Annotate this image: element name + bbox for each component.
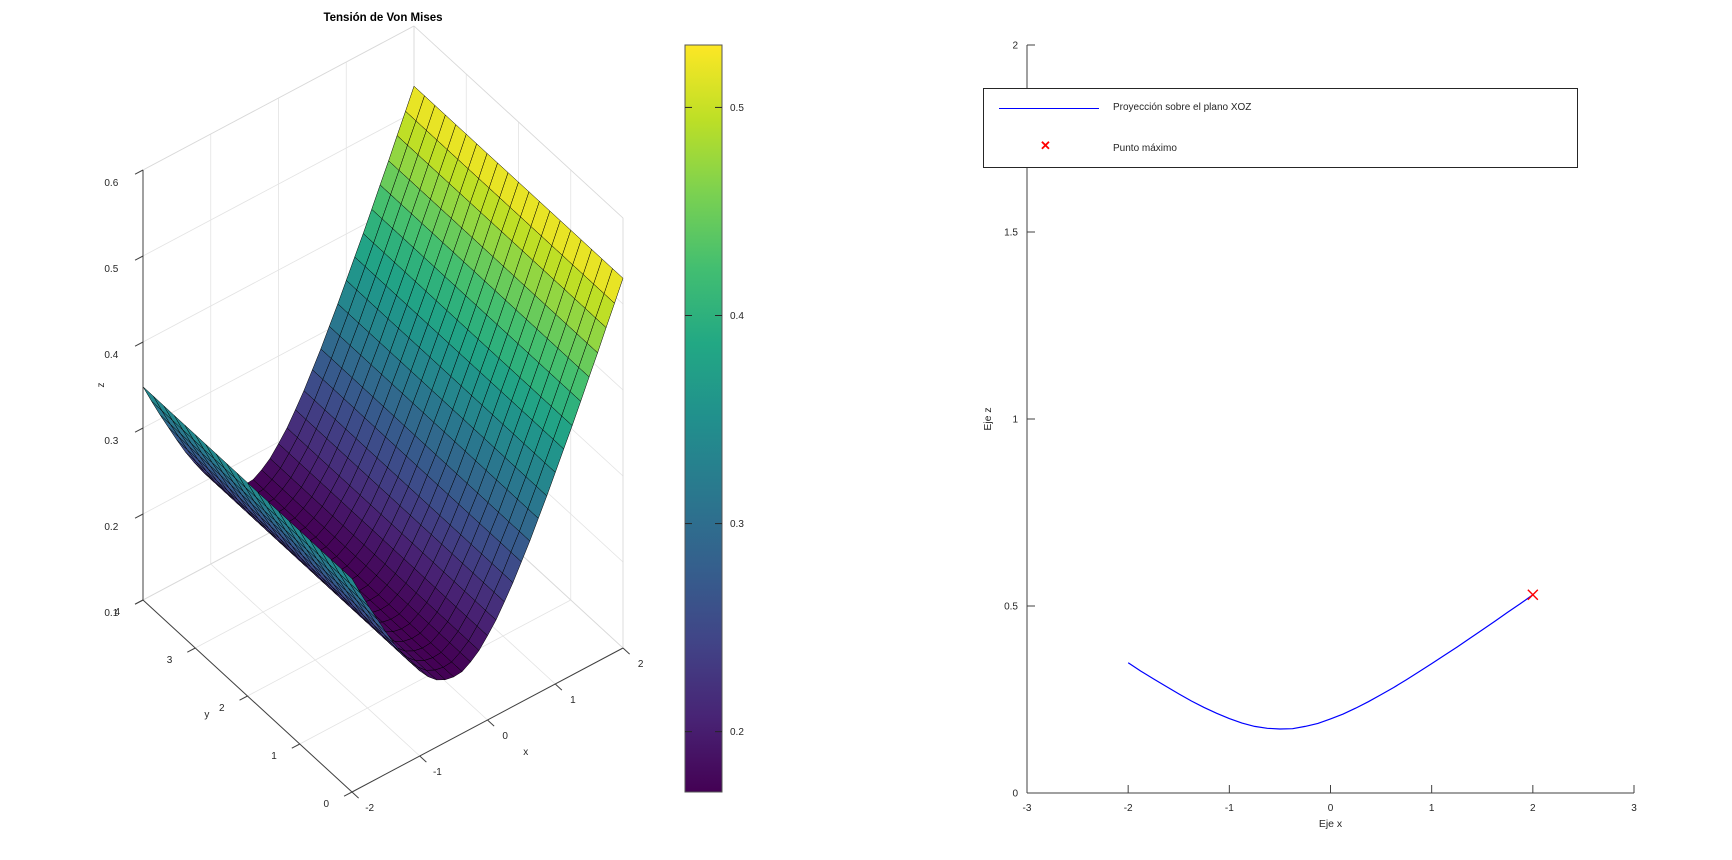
x-axis-label-2d: Eje x [1319, 818, 1343, 830]
svg-text:2: 2 [638, 659, 644, 670]
x-axis-label-3d: x [523, 747, 528, 758]
surface-3d-axes: -2 -1 0 1 2 0 1 2 3 40.1 0.2 0.3 0.4 0.5 0.6 x y z [96, 25, 644, 814]
svg-text:-3: -3 [1023, 803, 1032, 814]
svg-text:-1: -1 [433, 767, 442, 778]
projection-2d-axes: -3 -2 -1 0 1 2 3 0 0.5 1 1.5 2 Eje x Eje z [982, 41, 1637, 831]
svg-text:0: 0 [1012, 789, 1018, 800]
svg-text:0.1: 0.1 [104, 608, 118, 619]
legend: Proyección sobre el plano XOZ ✕ Punto má… [983, 88, 1578, 168]
svg-text:-2: -2 [1124, 803, 1133, 814]
svg-text:0.3: 0.3 [730, 519, 744, 530]
y-axis-label-3d: y [204, 710, 209, 721]
colorbar: 0.2 0.3 0.4 0.5 [684, 44, 744, 793]
svg-text:0.4: 0.4 [104, 350, 118, 361]
legend-entry-max-point: Punto máximo [1113, 143, 1177, 154]
svg-text:0: 0 [502, 731, 508, 742]
svg-text:3: 3 [1631, 803, 1637, 814]
svg-text:1.5: 1.5 [1004, 228, 1018, 239]
svg-text:0: 0 [1328, 803, 1334, 814]
svg-text:2: 2 [1012, 41, 1018, 52]
svg-text:0.6: 0.6 [104, 178, 118, 189]
svg-text:2: 2 [219, 703, 225, 714]
svg-text:2: 2 [1530, 803, 1536, 814]
axes-3d: -2 -1 0 1 2 0 1 2 3 40.1 0.2 0.3 0.4 0.5 0.6 x y z [96, 169, 644, 814]
projection-curve [1127, 594, 1534, 730]
svg-text:0.2: 0.2 [730, 727, 744, 738]
svg-text:3: 3 [167, 655, 173, 666]
svg-text:-2: -2 [365, 803, 374, 814]
surface-plot-title: Tensión de Von Mises [323, 12, 443, 24]
svg-text:1: 1 [1012, 415, 1018, 426]
svg-text:0.4: 0.4 [730, 311, 744, 322]
svg-text:1: 1 [1429, 803, 1435, 814]
z-axis-label-3d: z [96, 383, 107, 388]
svg-text:1: 1 [271, 751, 277, 762]
svg-text:0.5: 0.5 [730, 103, 744, 114]
legend-entry-projection: Proyección sobre el plano XOZ [1113, 102, 1252, 113]
surface-mesh [142, 85, 624, 681]
svg-text:0.5: 0.5 [1004, 602, 1018, 613]
legend-x-marker-icon: ✕ [1040, 138, 1051, 153]
svg-text:0.2: 0.2 [104, 522, 118, 533]
svg-text:1: 1 [570, 695, 576, 706]
svg-text:-1: -1 [1225, 803, 1234, 814]
svg-text:0.3: 0.3 [104, 436, 118, 447]
svg-text:0: 0 [323, 799, 329, 810]
svg-text:0.5: 0.5 [104, 264, 118, 275]
y-axis-label-2d: Eje z [982, 407, 994, 430]
max-point-marker [1527, 589, 1539, 601]
legend-line-sample [999, 108, 1099, 109]
svg-text:4: 4 [114, 607, 120, 618]
